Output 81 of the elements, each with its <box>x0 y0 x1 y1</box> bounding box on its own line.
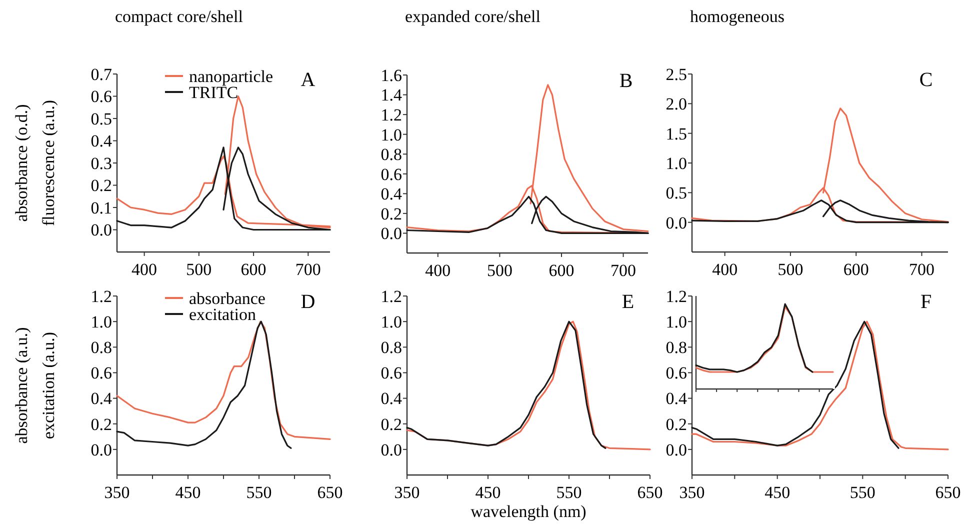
x-tick-label: 500 <box>186 260 212 279</box>
x-tick-label: 600 <box>240 260 266 279</box>
y-tick-label: 0.5 <box>666 184 687 203</box>
x-tick-label: 650 <box>637 483 663 502</box>
chart-title: homogeneous <box>690 7 784 26</box>
annotation: F <box>920 291 932 313</box>
y-tick-label: 0.7 <box>90 64 112 84</box>
y-tick-label: 0.3 <box>90 154 112 173</box>
y-tick-label: 1.2 <box>666 286 687 306</box>
y-tick-label: 0.0 <box>380 224 402 244</box>
y-tick-label: 0.0 <box>666 440 687 460</box>
x-tick-label: 450 <box>475 483 501 502</box>
x-tick-label: 650 <box>317 483 343 502</box>
x-tick-label: 550 <box>850 483 876 502</box>
y-tick-label: 0.0 <box>90 220 112 240</box>
y-tick-label: 0.2 <box>90 414 112 434</box>
y-tick-label: 1.2 <box>380 106 402 125</box>
y-tick-label: 0.8 <box>666 338 687 358</box>
y-tick-label: 1.0 <box>666 312 687 332</box>
y-tick-label: 0.5 <box>90 109 112 128</box>
annotation: B <box>619 70 633 92</box>
annotation: E <box>622 291 634 313</box>
chart-title: expanded core/shell <box>405 7 541 26</box>
y-tick-label: 0.2 <box>90 176 112 196</box>
x-axis-title: wavelength (nm) <box>470 502 586 521</box>
x-tick-label: 700 <box>908 260 934 279</box>
y-axis-title: absorbance (a.u.) excitation (a.u.) <box>12 327 58 444</box>
x-tick-label: 600 <box>843 260 869 279</box>
y-tick-label: 0.2 <box>380 414 402 434</box>
y-tick-label: 0.4 <box>666 389 688 408</box>
x-tick-label: 350 <box>679 483 705 502</box>
x-tick-label: 450 <box>764 483 790 502</box>
y-tick-label: 0.4 <box>380 389 402 408</box>
y-tick-label: 2.5 <box>666 64 687 84</box>
legend-label: nanoparticle <box>189 66 274 86</box>
y-tick-label: 0.8 <box>90 338 112 358</box>
y-tick-label: 0.1 <box>90 198 112 218</box>
y-tick-label: 0.0 <box>380 440 402 460</box>
x-tick-label: 350 <box>394 483 420 502</box>
y-tick-label: 0.6 <box>90 364 112 383</box>
y-tick-label: 0.6 <box>90 87 112 106</box>
y-tick-label: 0.8 <box>380 145 402 164</box>
y-tick-label: 2.0 <box>666 94 687 114</box>
x-tick-label: 600 <box>548 261 574 280</box>
y-tick-label: 1.2 <box>380 286 402 306</box>
y-tick-label: 0.6 <box>666 364 687 383</box>
x-tick-label: 500 <box>486 261 512 280</box>
chart-title: compact core/shell <box>115 7 244 26</box>
x-tick-label: 350 <box>104 483 130 502</box>
y-tick-label: 0.2 <box>380 204 402 224</box>
y-tick-label: 1.0 <box>90 312 112 332</box>
y-tick-label: 0.4 <box>380 184 402 204</box>
annotation: C <box>919 69 933 91</box>
y-tick-label: 1.0 <box>380 125 402 144</box>
y-tick-label: 1.6 <box>380 66 402 85</box>
x-tick-label: 400 <box>132 260 158 279</box>
x-tick-label: 550 <box>556 483 582 502</box>
y-tick-label: 0.0 <box>666 213 687 232</box>
x-tick-label: 450 <box>175 483 201 502</box>
y-tick-label: 0.4 <box>90 389 112 408</box>
annotation: D <box>300 291 316 313</box>
x-tick-label: 700 <box>610 261 636 280</box>
x-tick-label: 700 <box>295 260 321 279</box>
x-tick-label: 400 <box>425 261 451 280</box>
y-tick-label: 1.0 <box>666 154 687 173</box>
y-tick-label: 1.2 <box>90 286 112 306</box>
y-axis-title: absorbance (o.d.) fluorescence (a.u.) <box>12 100 58 226</box>
x-tick-label: 650 <box>935 483 961 502</box>
y-tick-label: 0.6 <box>380 164 402 184</box>
x-tick-label: 550 <box>246 483 272 502</box>
y-tick-label: 1.0 <box>380 312 402 332</box>
y-tick-label: 0.0 <box>90 440 112 460</box>
y-tick-label: 1.4 <box>380 86 402 105</box>
y-tick-label: 1.5 <box>666 124 687 144</box>
y-tick-label: 0.2 <box>666 414 687 434</box>
annotation: A <box>300 69 316 91</box>
x-tick-label: 500 <box>778 260 804 279</box>
y-tick-label: 0.4 <box>90 132 112 151</box>
y-tick-label: 0.8 <box>380 338 402 358</box>
x-tick-label: 400 <box>712 260 738 279</box>
y-tick-label: 0.6 <box>380 364 402 383</box>
